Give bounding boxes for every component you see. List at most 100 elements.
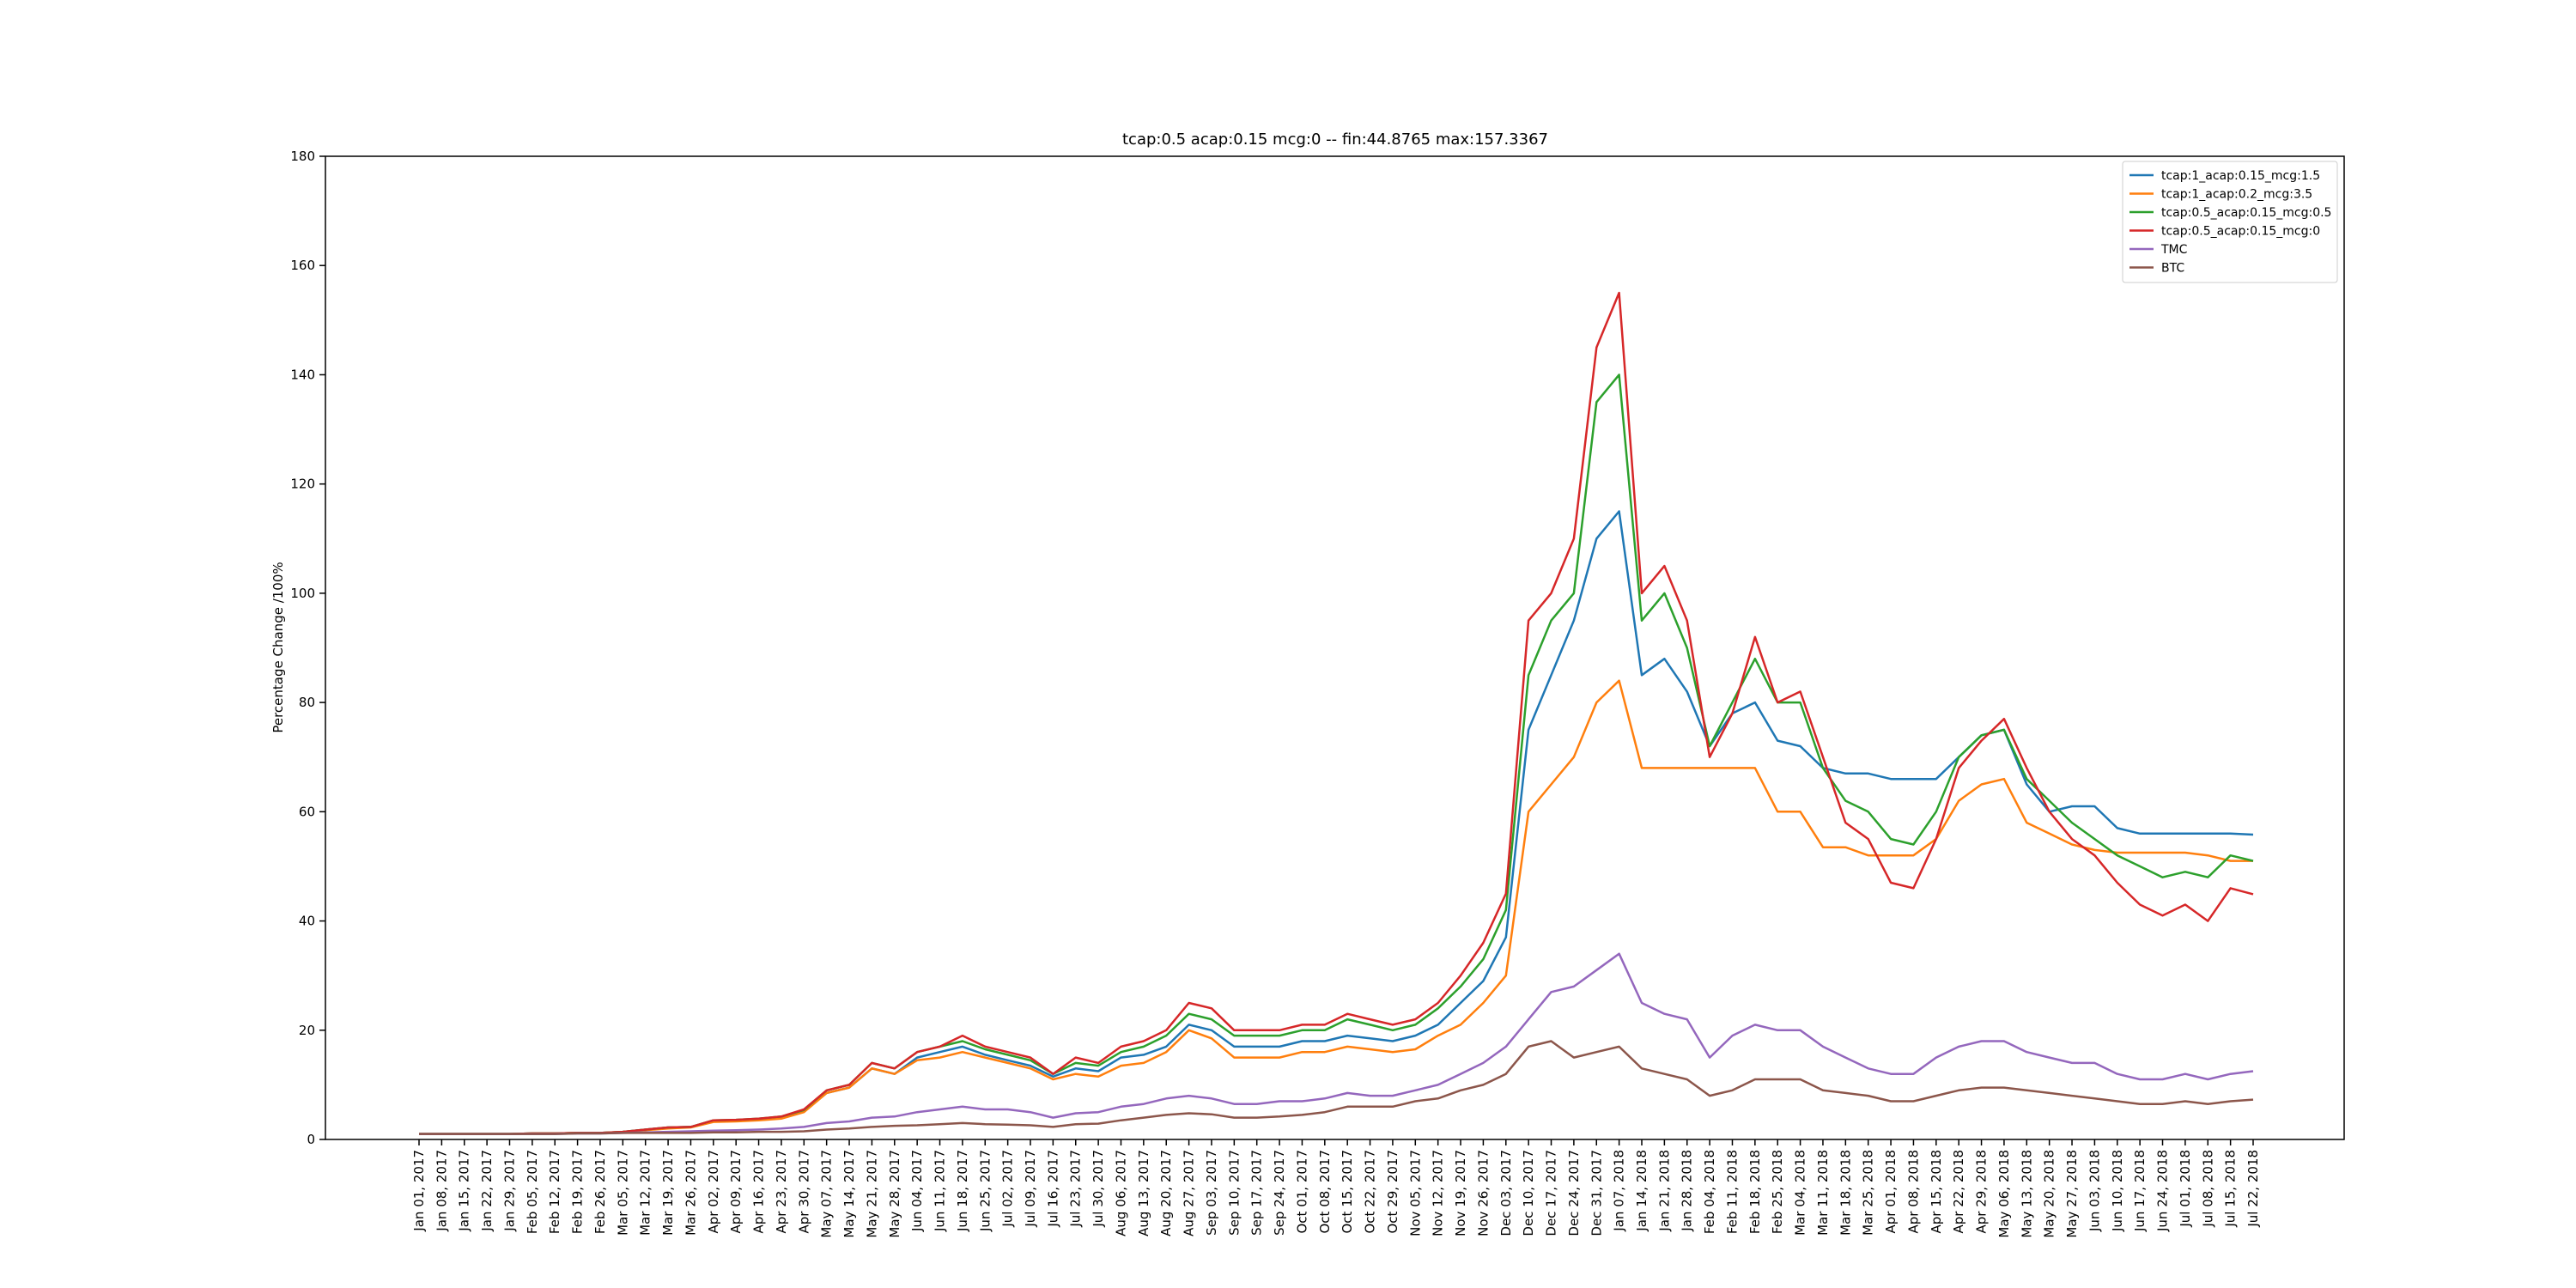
legend-label: BTC (2161, 262, 2184, 276)
x-tick-label: Jul 22, 2018 (2245, 1150, 2261, 1228)
line-series (419, 952, 2254, 1135)
x-tick-label: Jun 17, 2018 (2132, 1150, 2148, 1232)
x-tick-label: Jul 15, 2018 (2223, 1150, 2239, 1228)
x-tick-label: Mar 26, 2017 (683, 1150, 698, 1236)
legend-label: TMC (2160, 243, 2188, 257)
x-tick-label: Dec 03, 2017 (1498, 1150, 1514, 1236)
x-tick-label: Oct 29, 2017 (1385, 1150, 1400, 1234)
x-tick-label: Apr 22, 2018 (1951, 1150, 1966, 1234)
x-tick-label: Feb 18, 2018 (1747, 1150, 1763, 1234)
x-tick-label: May 21, 2017 (864, 1150, 879, 1238)
x-tick-label: May 07, 2017 (819, 1150, 835, 1238)
y-tick-label: 80 (299, 695, 315, 710)
x-tick-label: Oct 22, 2017 (1363, 1150, 1378, 1234)
y-tick-label: 20 (299, 1023, 315, 1038)
x-tick-label: Mar 11, 2018 (1815, 1150, 1831, 1236)
x-tick-label: May 27, 2018 (2064, 1150, 2080, 1238)
x-tick-label: Aug 27, 2017 (1182, 1150, 1197, 1236)
x-tick-label: May 14, 2017 (841, 1150, 857, 1238)
x-tick-label: Jul 23, 2017 (1068, 1150, 1084, 1228)
x-tick-label: Feb 19, 2017 (570, 1150, 586, 1234)
x-tick-label: Feb 12, 2017 (547, 1150, 562, 1234)
x-tick-label: Nov 12, 2017 (1431, 1150, 1446, 1236)
x-tick-label: Jan 22, 2017 (479, 1150, 495, 1232)
x-tick-label: Mar 05, 2017 (615, 1150, 630, 1236)
x-tick-label: Jan 08, 2017 (434, 1150, 449, 1232)
x-tick-label: Jun 10, 2018 (2110, 1150, 2125, 1232)
x-tick-label: Jul 08, 2018 (2200, 1150, 2215, 1228)
x-tick-label: Sep 10, 2017 (1226, 1150, 1242, 1236)
x-tick-label: May 06, 2018 (1996, 1150, 2012, 1238)
legend-label: tcap:1_acap:0.2_mcg:3.5 (2161, 188, 2312, 202)
x-tick-label: Oct 15, 2017 (1340, 1150, 1355, 1234)
x-tick-label: Mar 04, 2018 (1793, 1150, 1808, 1236)
y-axis-label: Percentage Change /100% (270, 562, 286, 732)
x-tick-label: Sep 17, 2017 (1249, 1150, 1265, 1236)
y-tick-label: 40 (299, 914, 315, 929)
x-tick-label: Apr 02, 2017 (706, 1150, 721, 1234)
x-tick-label: Mar 25, 2018 (1861, 1150, 1876, 1236)
legend-label: tcap:1_acap:0.15_mcg:1.5 (2161, 169, 2320, 183)
x-tick-label: Dec 10, 2017 (1521, 1150, 1536, 1236)
x-tick-label: Nov 19, 2017 (1453, 1150, 1468, 1236)
x-tick-label: Apr 29, 2018 (1974, 1150, 1990, 1234)
x-tick-label: Jul 16, 2017 (1045, 1150, 1060, 1228)
x-tick-label: Jul 30, 2017 (1091, 1150, 1106, 1228)
plot-frame (325, 155, 2345, 1140)
x-tick-label: Dec 24, 2017 (1566, 1150, 1582, 1236)
x-tick-label: Sep 03, 2017 (1204, 1150, 1219, 1236)
x-tick-label: Feb 05, 2017 (525, 1150, 540, 1234)
x-tick-label: Apr 23, 2017 (774, 1150, 789, 1234)
y-tick-label: 140 (290, 367, 315, 382)
x-tick-label: Jun 25, 2017 (977, 1150, 993, 1232)
y-tick-label: 180 (290, 149, 315, 164)
x-tick-label: Nov 26, 2017 (1475, 1150, 1491, 1236)
x-tick-label: Aug 20, 2017 (1158, 1150, 1174, 1236)
x-tick-label: Feb 11, 2018 (1724, 1150, 1740, 1234)
x-tick-label: Jan 29, 2017 (501, 1150, 517, 1232)
x-tick-label: May 20, 2018 (2042, 1150, 2057, 1238)
x-tick-label: Jan 14, 2018 (1634, 1150, 1649, 1232)
chart-title: tcap:0.5 acap:0.15 mcg:0 -- fin:44.8765 … (1122, 131, 1548, 149)
y-tick-label: 160 (290, 258, 315, 273)
x-tick-label: Apr 15, 2018 (1929, 1150, 1944, 1234)
y-tick-label: 100 (290, 586, 315, 601)
x-tick-label: Mar 18, 2018 (1838, 1150, 1853, 1236)
x-tick-label: Feb 04, 2018 (1702, 1150, 1717, 1234)
x-tick-label: Jan 07, 2018 (1612, 1150, 1627, 1232)
x-tick-label: Oct 01, 2017 (1294, 1150, 1309, 1234)
x-tick-label: Sep 24, 2017 (1272, 1150, 1287, 1236)
y-tick-label: 120 (290, 477, 315, 492)
x-tick-label: Jun 24, 2018 (2155, 1150, 2171, 1232)
line-series (419, 679, 2253, 1135)
x-tick-label: Jun 11, 2017 (933, 1150, 948, 1232)
x-tick-label: Jul 09, 2017 (1023, 1150, 1038, 1228)
x-tick-label: Jan 28, 2018 (1680, 1150, 1695, 1232)
legend-label: tcap:0.5_acap:0.15_mcg:0.5 (2161, 206, 2331, 220)
x-tick-label: Apr 01, 2018 (1883, 1150, 1899, 1234)
x-tick-label: Aug 13, 2017 (1136, 1150, 1151, 1236)
x-tick-label: May 28, 2017 (887, 1150, 902, 1238)
x-tick-label: Dec 31, 2017 (1589, 1150, 1604, 1236)
x-tick-label: Jan 15, 2017 (457, 1150, 472, 1232)
x-tick-label: Jan 21, 2018 (1656, 1150, 1672, 1232)
x-tick-label: Apr 09, 2017 (728, 1150, 744, 1234)
x-tick-label: Apr 16, 2017 (751, 1150, 767, 1234)
x-tick-label: Mar 12, 2017 (638, 1150, 653, 1236)
x-tick-label: Nov 05, 2017 (1407, 1150, 1423, 1236)
x-tick-label: May 13, 2018 (2019, 1150, 2034, 1238)
x-tick-label: Apr 30, 2017 (796, 1150, 811, 1234)
x-tick-label: Jul 02, 2017 (1000, 1150, 1016, 1228)
x-tick-label: Apr 08, 2018 (1905, 1150, 1921, 1234)
line-series (419, 1040, 2254, 1135)
legend-label: tcap:0.5_acap:0.15_mcg:0 (2161, 225, 2320, 239)
x-tick-label: Feb 26, 2017 (592, 1150, 608, 1234)
x-tick-label: Jun 03, 2018 (2087, 1150, 2102, 1232)
y-tick-label: 0 (307, 1132, 315, 1147)
x-tick-label: Oct 08, 2017 (1317, 1150, 1333, 1234)
x-tick-label: Jul 01, 2018 (2178, 1150, 2193, 1228)
legend-box (2122, 161, 2338, 283)
x-tick-label: Aug 06, 2017 (1113, 1150, 1128, 1236)
x-tick-label: Jan 01, 2017 (411, 1150, 427, 1232)
